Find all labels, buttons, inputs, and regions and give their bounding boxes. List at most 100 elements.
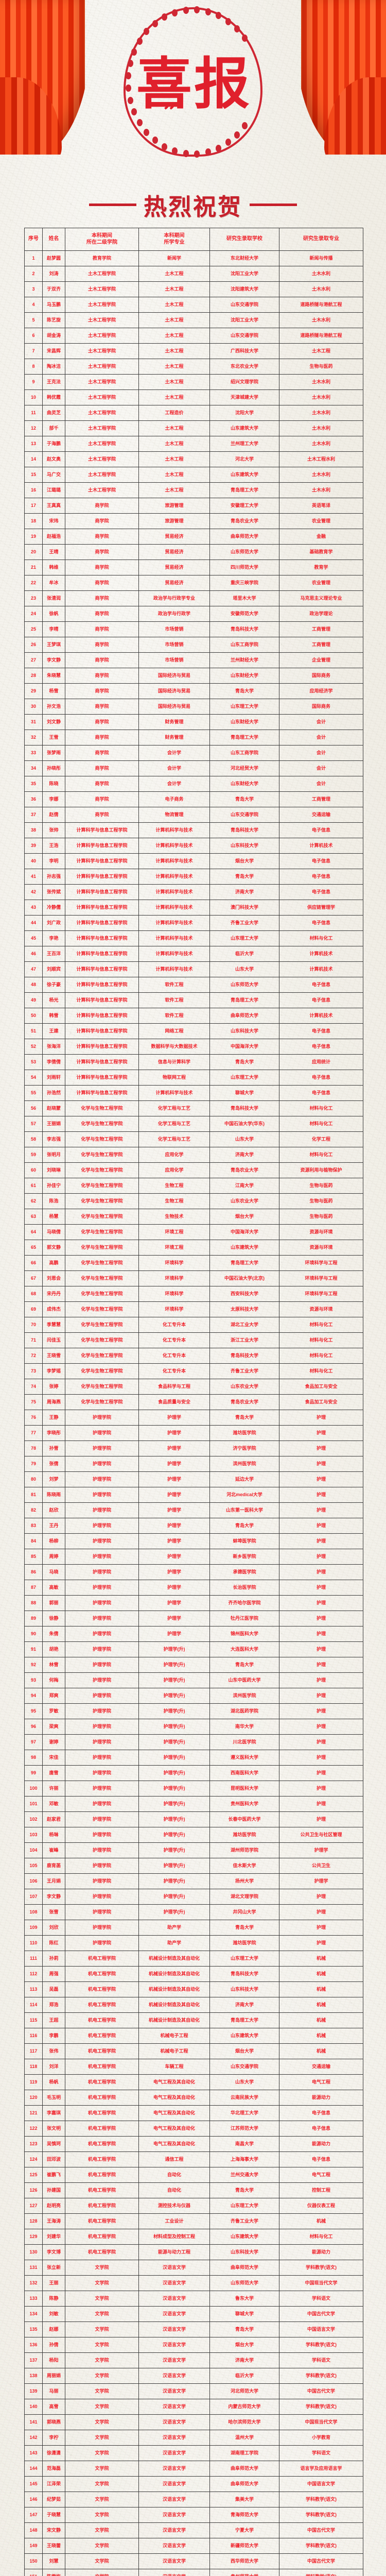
cell-name: 高敏: [42, 1580, 65, 1596]
cell-sch: 山东工商学院: [209, 745, 279, 761]
cell-sch: 江南大学: [209, 1178, 279, 1194]
cell-sch: 山东理工大学: [209, 699, 279, 715]
seal-dot: [125, 72, 131, 79]
cell-name: 郭丽: [42, 1595, 65, 1611]
cell-maj: 护理学(升): [138, 1765, 210, 1781]
cell-name: 赵明亮: [42, 2198, 65, 2214]
col-header-grad-school: 研究生录取学校: [209, 228, 279, 251]
cell-name: 赵欣: [42, 1502, 65, 1518]
table-row: 125 崔鹏飞 机电工程学院 自动化 兰州交通大学 电气工程: [24, 2167, 363, 2183]
cell-sch: 青岛理工大学: [209, 992, 279, 1008]
cell-sch: 山东理工大学: [209, 930, 279, 946]
cell-no: 24: [24, 606, 43, 622]
cell-sch: 青岛大学: [209, 2182, 279, 2198]
cell-col: 商学院: [65, 590, 139, 606]
cell-no: 73: [24, 1363, 43, 1379]
cell-no: 60: [24, 1162, 43, 1178]
cell-no: 77: [24, 1425, 43, 1441]
cell-sch: 湖北工业大学: [209, 1317, 279, 1333]
table-row: 21 韩维 商学院 贸易经济 四川师范大学 教育学: [24, 560, 363, 575]
cell-maj: 食品科学与工程: [138, 1379, 210, 1395]
cell-name: 徐潇潇: [42, 2445, 65, 2461]
cell-col: 文学院: [65, 2275, 139, 2291]
cell-maj: 物流管理: [138, 807, 210, 823]
cell-col: 化学与生物工程学院: [65, 1379, 139, 1395]
cell-col: 化学与生物工程学院: [65, 1363, 139, 1379]
table-row: 57 王丽娟 化学与生物工程学院 化学工程与工艺 中国石油大学(华东) 材料与化工: [24, 1116, 363, 1132]
cell-name: 陈静: [42, 2291, 65, 2307]
cell-no: 119: [24, 2074, 43, 2090]
cell-gmaj: 电气工程: [279, 2074, 363, 2090]
cell-sch: 蚌埠医学院: [209, 1533, 279, 1549]
cell-col: 机电工程学院: [65, 2136, 139, 2152]
seal-dot: [162, 13, 168, 21]
cell-no: 151: [24, 2569, 43, 2576]
cell-maj: 化工专升本: [138, 1317, 210, 1333]
cell-col: 文学院: [65, 2522, 139, 2538]
cell-sch: 西安科技大学: [209, 1286, 279, 1302]
table-header-row: 序号 姓名 本科期间 所在二级学院 本科期间 所学专业 研究生录取学校 研究生录…: [24, 228, 363, 251]
cell-gmaj: 环境科学与工程: [279, 1286, 363, 1302]
seal-dot: [241, 122, 248, 129]
col-header-college: 本科期间 所在二级学院: [65, 228, 139, 251]
cell-no: 129: [24, 2229, 43, 2245]
cell-no: 43: [24, 900, 43, 916]
cell-maj: 旅游管理: [138, 513, 210, 529]
table-row: 8 陶冰洁 土木工程学院 土木工程 东北农业大学 生物与医药: [24, 359, 363, 375]
seal-dot: [152, 20, 158, 27]
cell-sch: 长治医学院: [209, 1580, 279, 1596]
cell-gmaj: 工商管理: [279, 637, 363, 653]
cell-col: 机电工程学院: [65, 2229, 139, 2245]
cell-gmaj: 电子信息: [279, 869, 363, 885]
cell-name: 张雪: [42, 1904, 65, 1920]
cell-sch: 山东农业大学: [209, 1379, 279, 1395]
cell-name: 郑爽: [42, 1688, 65, 1704]
table-row: 36 李娜 商学院 电子商务 青岛大学 工商管理: [24, 791, 363, 807]
cell-gmaj: 学科教学(语文): [279, 2368, 363, 2384]
cell-no: 150: [24, 2553, 43, 2569]
table-row: 93 何梅 护理学院 护理学(升) 山东中医药大学 护理: [24, 1672, 363, 1688]
table-row: 127 赵明亮 机电工程学院 测控技术与仪器 山东理工大学 仪器仪表工程: [24, 2198, 363, 2214]
cell-name: 吴慎珂: [42, 2136, 65, 2152]
seal-dot: [131, 108, 137, 116]
cell-gmaj: 计算机技术: [279, 838, 363, 854]
cell-maj: 机械电子工程: [138, 2028, 210, 2044]
cell-gmaj: 电子信息: [279, 884, 363, 900]
table-row: 6 胡金涛 土木工程学院 土木工程 山东交通学院 道路桥隧与港航工程: [24, 328, 363, 344]
cell-gmaj: 国际商务: [279, 668, 363, 684]
table-row: 141 郭晓燕 文学院 汉语言文学 哈尔滨师范大学 中国现当代文学: [24, 2414, 363, 2430]
cell-sch: 华北理工大学: [209, 2105, 279, 2121]
cell-gmaj: 电子信息: [279, 2151, 363, 2167]
cell-name: 杨琳: [42, 1827, 65, 1843]
cell-gmaj: 土木水利: [279, 312, 363, 328]
cell-maj: 测控技术与仪器: [138, 2198, 210, 2214]
cell-name: 胡艳: [42, 1641, 65, 1657]
cell-sch: 山东第一医科大学: [209, 1502, 279, 1518]
cell-maj: 计算机科学与技术: [138, 946, 210, 962]
cell-no: 75: [24, 1394, 43, 1410]
cell-maj: 会计学: [138, 745, 210, 761]
cell-col: 护理学院: [65, 1904, 139, 1920]
cell-col: 护理学院: [65, 1703, 139, 1719]
table-row: 38 张帅 计算科学与信息工程学院 计算机科学与技术 青岛科技大学 电子信息: [24, 822, 363, 838]
cell-maj: 材料成型及控制工程: [138, 2229, 210, 2245]
cell-col: 商学院: [65, 714, 139, 730]
cell-no: 107: [24, 1889, 43, 1905]
cell-sch: 青岛大学: [209, 2321, 279, 2337]
cell-maj: 市场营销: [138, 652, 210, 668]
cell-col: 化学与生物工程学院: [65, 1224, 139, 1240]
cell-no: 65: [24, 1240, 43, 1256]
cell-col: 护理学院: [65, 1719, 139, 1735]
cell-gmaj: 电子信息: [279, 1085, 363, 1101]
cell-sch: 南华大学: [209, 1719, 279, 1735]
seal-dot: [234, 25, 240, 33]
cell-no: 3: [24, 281, 43, 297]
cell-maj: 汉语言文学: [138, 2430, 210, 2446]
cell-sch: 青岛大学: [209, 1657, 279, 1673]
admissions-table: 序号 姓名 本科期间 所在二级学院 本科期间 所学专业 研究生录取学校 研究生录…: [24, 228, 363, 2576]
cell-col: 计算科学与信息工程学院: [65, 992, 139, 1008]
cell-maj: 软件工程: [138, 977, 210, 993]
cell-gmaj: 电气工程: [279, 2167, 363, 2183]
cell-col: 文学院: [65, 2538, 139, 2554]
table-row: 135 赵娜 文学院 汉语言文学 青岛大学 中国语言文学: [24, 2321, 363, 2337]
